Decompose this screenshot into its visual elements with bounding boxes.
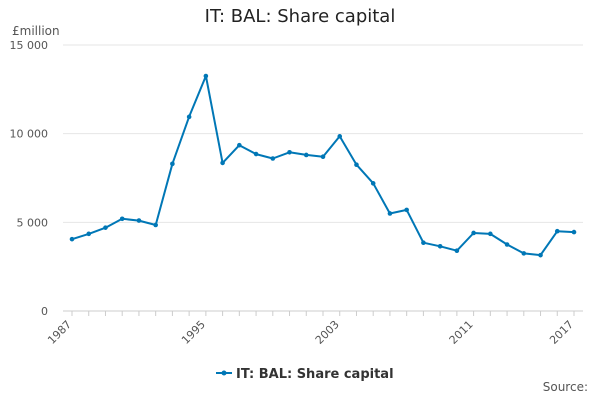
- data-point[interactable]: [538, 252, 543, 258]
- data-point[interactable]: [370, 181, 376, 186]
- data-point[interactable]: [488, 231, 493, 237]
- y-axis: 0 5 000 10 000 15 000: [10, 39, 49, 318]
- data-point[interactable]: [203, 73, 209, 79]
- data-point[interactable]: [186, 114, 192, 120]
- data-point[interactable]: [521, 251, 527, 256]
- x-tick-label: 1995: [179, 318, 208, 347]
- data-point[interactable]: [554, 228, 560, 234]
- data-point[interactable]: [320, 154, 326, 160]
- data-point[interactable]: [220, 160, 225, 166]
- data-point[interactable]: [421, 240, 426, 246]
- chart-title: IT: BAL: Share capital: [204, 6, 396, 27]
- x-tick-label: 2003: [313, 318, 342, 347]
- source-label: Source:: [542, 380, 588, 394]
- grid-lines: [63, 44, 583, 223]
- data-point[interactable]: [237, 142, 242, 148]
- data-point[interactable]: [437, 243, 443, 249]
- series-line: [71, 75, 575, 257]
- series-layer: [69, 73, 577, 258]
- data-point[interactable]: [387, 211, 393, 216]
- data-point[interactable]: [504, 242, 510, 247]
- data-point[interactable]: [136, 218, 142, 223]
- data-point[interactable]: [86, 231, 92, 237]
- x-tick-label: 1987: [45, 318, 74, 347]
- data-point[interactable]: [119, 216, 125, 222]
- data-point[interactable]: [571, 229, 577, 235]
- x-axis-ticks: 1987 1995 2003 2011 2017: [45, 311, 576, 347]
- data-point[interactable]: [404, 207, 409, 213]
- legend-marker: [221, 370, 227, 376]
- data-point[interactable]: [69, 236, 75, 242]
- data-point[interactable]: [270, 156, 276, 161]
- y-tick-label: 5 000: [17, 216, 49, 229]
- y-tick-label: 0: [41, 305, 48, 318]
- legend-label: IT: BAL: Share capital: [236, 367, 394, 382]
- y-axis-unit-label: £million: [12, 24, 60, 38]
- data-point[interactable]: [153, 222, 158, 228]
- data-point[interactable]: [170, 161, 175, 167]
- legend[interactable]: IT: BAL: Share capital: [216, 367, 394, 382]
- data-point[interactable]: [454, 248, 460, 254]
- data-point[interactable]: [354, 162, 359, 167]
- data-point[interactable]: [103, 225, 108, 230]
- data-point[interactable]: [253, 151, 259, 157]
- y-tick-label: 10 000: [10, 128, 49, 141]
- data-point[interactable]: [471, 230, 476, 236]
- data-point[interactable]: [337, 134, 343, 139]
- data-point[interactable]: [303, 152, 309, 158]
- x-tick-label: 2017: [547, 318, 576, 347]
- data-point[interactable]: [287, 149, 292, 155]
- x-tick-label: 2011: [447, 318, 476, 347]
- y-tick-label: 15 000: [10, 39, 49, 52]
